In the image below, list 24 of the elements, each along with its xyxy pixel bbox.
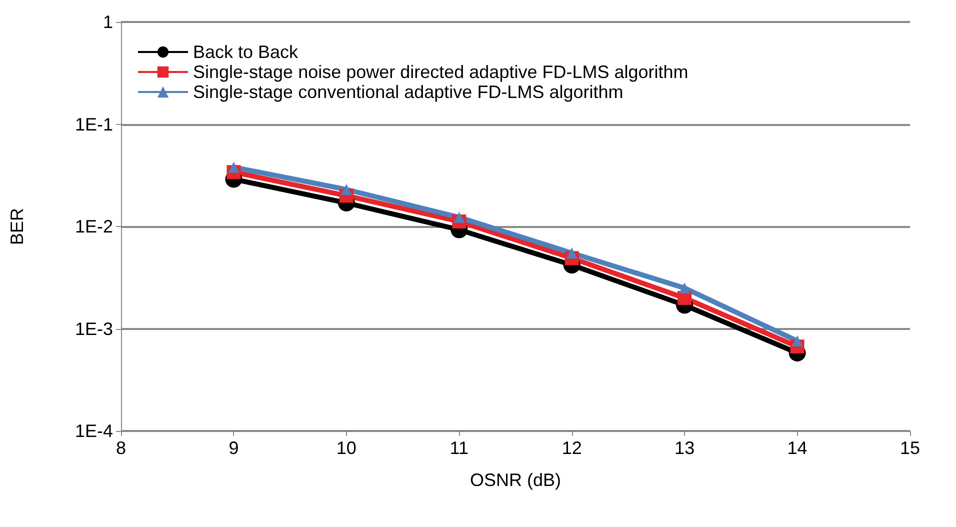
- x-tick-label: 12: [562, 438, 582, 458]
- point: [679, 282, 690, 294]
- legend-label: Back to Back: [193, 42, 300, 62]
- x-tick-label: 10: [336, 438, 356, 458]
- y-tick-label: 1E-4: [74, 421, 113, 441]
- x-tick-label: 9: [228, 438, 239, 458]
- point: [792, 335, 803, 346]
- x-tick-label: 8: [116, 438, 126, 458]
- legend-label: Single-stage noise power directed adaptive FD-LMS algorithm: [193, 62, 688, 82]
- x-tick-label: 11: [450, 438, 468, 458]
- point: [566, 248, 578, 259]
- x-axis-title: OSNR (dB): [470, 470, 562, 490]
- x-tick-label: 13: [674, 438, 695, 458]
- y-tick-label: 1E-2: [74, 216, 113, 236]
- point: [454, 212, 465, 223]
- x-tick-label: 15: [900, 438, 920, 458]
- y-tick-label: 1E-3: [74, 318, 113, 339]
- y-axis-title: BER: [7, 208, 27, 246]
- y-tick-label: 1E-1: [74, 114, 113, 134]
- point: [340, 184, 352, 196]
- x-tick-label: 14: [787, 438, 808, 458]
- legend-label: Single-stage conventional adaptive FD-LMS algorithm: [193, 82, 624, 102]
- point: [228, 162, 240, 173]
- y-tick-label: 1: [102, 12, 113, 32]
